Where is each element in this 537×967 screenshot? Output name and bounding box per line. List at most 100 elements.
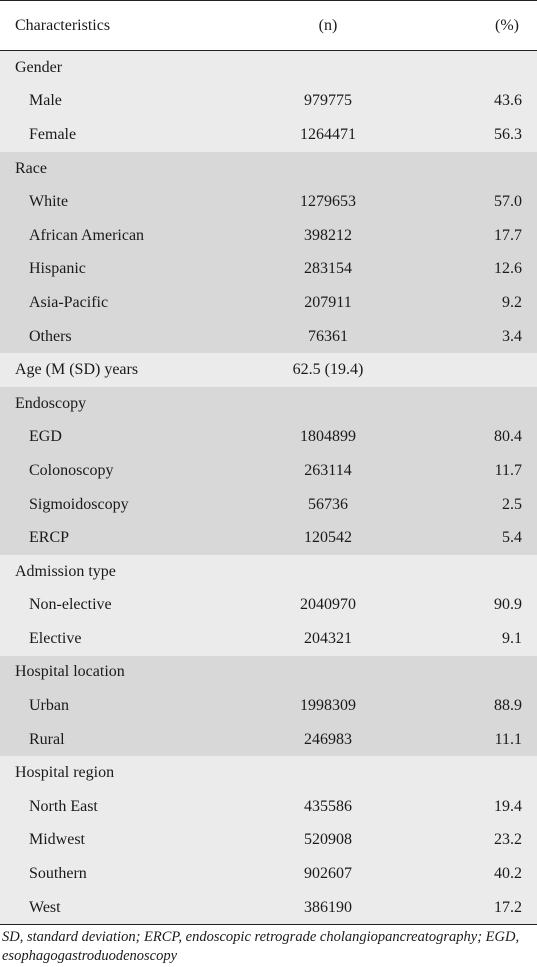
percent-cell: 17.2 <box>494 898 522 916</box>
percent-cell: 9.2 <box>502 293 522 311</box>
row-label: Urban <box>29 697 69 715</box>
row-label: Rural <box>29 730 65 748</box>
table-row: Elective 204321 9.1 <box>0 622 537 656</box>
count-cell: 902607 <box>304 865 352 883</box>
row-label: Elective <box>29 629 82 647</box>
count-cell: 263114 <box>304 461 352 479</box>
percent-cell: 17.7 <box>494 226 522 244</box>
row-label: EGD <box>29 428 62 446</box>
table-row: Urban 1998309 88.9 <box>0 689 537 723</box>
count-cell: 398212 <box>304 226 352 244</box>
count-cell: 979775 <box>304 92 352 110</box>
row-label: Sigmoidoscopy <box>29 495 129 513</box>
table-row: Southern 902607 40.2 <box>0 857 537 891</box>
table-row: Female 1264471 56.3 <box>0 118 537 152</box>
percent-cell: 11.1 <box>494 730 522 748</box>
header-characteristics: Characteristics <box>15 16 111 34</box>
count-cell: 204321 <box>304 629 352 647</box>
percent-cell: 23.2 <box>494 831 522 849</box>
table-row: West 386190 17.2 <box>0 890 537 925</box>
row-label: Midwest <box>29 831 85 849</box>
count-cell: 1264471 <box>300 125 356 143</box>
table-row: African American 398212 17.7 <box>0 218 537 253</box>
row-label: ERCP <box>29 529 70 547</box>
table-row: Rural 246983 11.1 <box>0 722 537 757</box>
row-label: Female <box>29 125 77 143</box>
count-cell <box>228 756 428 790</box>
table-row: White 1279653 57.0 <box>0 185 537 219</box>
percent-cell: 19.4 <box>494 797 522 815</box>
percent-cell: 43.6 <box>494 92 522 110</box>
percent-cell: 9.1 <box>502 629 522 647</box>
count-cell: 1279653 <box>300 193 356 211</box>
count-cell: 1804899 <box>300 428 356 446</box>
header-n: (n) <box>318 16 338 34</box>
table-bottom-rule <box>0 924 537 926</box>
table-row: Others 76361 3.4 <box>0 319 537 354</box>
row-label: Colonoscopy <box>29 461 114 479</box>
count-cell <box>228 656 428 690</box>
count-cell: 435586 <box>304 797 352 815</box>
row-label: Hispanic <box>29 260 86 278</box>
percent-cell: 40.2 <box>494 865 522 883</box>
header-percent: (%) <box>495 16 519 34</box>
table-row: EGD 1804899 80.4 <box>0 420 537 455</box>
table-footnote: SD, standard deviation; ERCP, endoscopic… <box>2 929 520 964</box>
characteristics-table: Characteristics (n) (%) Gender Male 979775… <box>0 0 537 926</box>
count-cell: 120542 <box>304 529 352 547</box>
count-cell <box>228 51 428 85</box>
table-row: Male 979775 43.6 <box>0 84 537 119</box>
table-row: Non-elective 2040970 90.9 <box>0 588 537 623</box>
count-cell: 2040970 <box>300 596 356 614</box>
percent-cell: 11.7 <box>494 461 522 479</box>
percent-cell: 90.9 <box>494 596 522 614</box>
group-label: Gender <box>15 58 63 76</box>
group-label: Hospital location <box>15 663 125 681</box>
count-cell: 76361 <box>308 327 348 345</box>
table-row: Hispanic 283154 12.6 <box>0 252 537 287</box>
table-row: Asia-Pacific 207911 9.2 <box>0 286 537 320</box>
table-group-row: Admission type <box>0 554 537 589</box>
count-cell <box>228 152 428 186</box>
table-row: Midwest 520908 23.2 <box>0 823 537 858</box>
table-group-row: Gender <box>0 51 537 85</box>
percent-cell: 5.4 <box>502 529 522 547</box>
row-label: Asia-Pacific <box>29 293 109 311</box>
count-cell: 207911 <box>304 293 352 311</box>
group-label: Admission type <box>15 562 116 580</box>
table-row: Colonoscopy 263114 11.7 <box>0 454 537 488</box>
table-group-row: Age (M (SD) years 62.5 (19.4) <box>0 353 537 387</box>
count-cell <box>228 555 428 589</box>
percent-cell: 2.5 <box>502 495 522 513</box>
table-row: Sigmoidoscopy 56736 2.5 <box>0 487 537 522</box>
percent-cell: 57.0 <box>494 193 522 211</box>
count-cell: 246983 <box>304 730 352 748</box>
count-cell <box>228 387 428 421</box>
row-label: West <box>29 898 61 916</box>
table-group-row: Race <box>0 151 537 186</box>
percent-cell: 88.9 <box>494 697 522 715</box>
percent-cell: 12.6 <box>494 260 522 278</box>
table-header-row: Characteristics (n) (%) <box>0 0 537 51</box>
group-label: Race <box>15 159 47 177</box>
row-label: Non-elective <box>29 596 112 614</box>
count-cell: 520908 <box>304 831 352 849</box>
row-label: North East <box>29 797 98 815</box>
count-cell: 62.5 (19.4) <box>292 361 364 379</box>
table-group-row: Hospital location <box>0 655 537 690</box>
count-cell: 283154 <box>304 260 352 278</box>
row-label: Others <box>29 327 72 345</box>
row-label: Southern <box>29 865 87 883</box>
table-row: ERCP 120542 5.4 <box>0 521 537 555</box>
group-label: Age (M (SD) years <box>15 361 139 379</box>
count-cell: 56736 <box>308 495 348 513</box>
percent-cell: 3.4 <box>502 327 522 345</box>
row-label: Male <box>29 92 62 110</box>
group-label: Hospital region <box>15 764 115 782</box>
percent-cell: 80.4 <box>494 428 522 446</box>
count-cell: 1998309 <box>300 697 356 715</box>
percent-cell: 56.3 <box>494 125 522 143</box>
table-body: Gender Male 979775 43.6 Female 1264471 56.3 Rac… <box>0 51 537 926</box>
row-label: White <box>29 193 69 211</box>
count-cell: 386190 <box>304 898 352 916</box>
